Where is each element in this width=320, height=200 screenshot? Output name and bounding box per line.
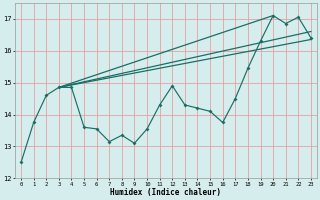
X-axis label: Humidex (Indice chaleur): Humidex (Indice chaleur) xyxy=(110,188,221,197)
